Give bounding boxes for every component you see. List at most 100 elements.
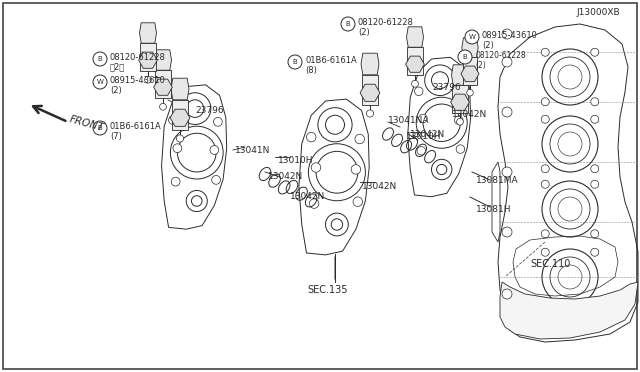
- Text: 13081H: 13081H: [476, 205, 511, 214]
- Circle shape: [591, 248, 599, 256]
- Text: SEC.135: SEC.135: [308, 285, 348, 295]
- Circle shape: [502, 57, 512, 67]
- PathPatch shape: [462, 38, 478, 57]
- Circle shape: [541, 165, 549, 173]
- Circle shape: [591, 230, 599, 238]
- Text: 08120-61228: 08120-61228: [358, 17, 414, 26]
- Circle shape: [591, 98, 599, 106]
- Circle shape: [591, 298, 599, 306]
- Circle shape: [417, 147, 426, 155]
- Text: B: B: [463, 54, 467, 60]
- Circle shape: [541, 230, 549, 238]
- PathPatch shape: [172, 100, 188, 129]
- Circle shape: [210, 145, 219, 154]
- PathPatch shape: [451, 65, 468, 85]
- Text: (2): (2): [110, 86, 122, 94]
- Text: W: W: [468, 34, 476, 40]
- Text: (2): (2): [482, 41, 493, 49]
- PathPatch shape: [156, 70, 171, 98]
- Text: 08915-43610: 08915-43610: [482, 31, 538, 39]
- Circle shape: [353, 197, 362, 206]
- PathPatch shape: [406, 27, 424, 47]
- Circle shape: [93, 52, 107, 66]
- Circle shape: [341, 17, 355, 31]
- Circle shape: [311, 163, 321, 172]
- Circle shape: [168, 116, 177, 125]
- Polygon shape: [461, 66, 479, 81]
- PathPatch shape: [452, 85, 468, 113]
- Circle shape: [93, 121, 107, 135]
- PathPatch shape: [154, 50, 172, 70]
- Circle shape: [415, 87, 423, 96]
- PathPatch shape: [140, 43, 156, 71]
- Circle shape: [159, 103, 166, 110]
- Circle shape: [366, 110, 374, 117]
- Text: 08915-43610: 08915-43610: [110, 76, 166, 84]
- Polygon shape: [139, 52, 157, 68]
- Text: 13010H: 13010H: [278, 155, 314, 164]
- Text: 〈2〉: 〈2〉: [110, 62, 125, 71]
- Circle shape: [177, 135, 184, 142]
- Text: 13041N: 13041N: [235, 145, 270, 154]
- Text: B: B: [346, 21, 350, 27]
- Circle shape: [456, 145, 465, 153]
- Circle shape: [307, 132, 316, 142]
- PathPatch shape: [362, 75, 378, 105]
- PathPatch shape: [500, 282, 638, 339]
- Circle shape: [591, 115, 599, 123]
- Circle shape: [502, 29, 512, 39]
- Text: 13041NA: 13041NA: [388, 115, 429, 125]
- Circle shape: [541, 298, 549, 306]
- Polygon shape: [154, 79, 172, 95]
- Circle shape: [173, 144, 182, 153]
- Text: 13010H: 13010H: [406, 131, 442, 141]
- Text: (7): (7): [110, 131, 122, 141]
- Text: 08120-61228: 08120-61228: [110, 52, 166, 61]
- Circle shape: [214, 118, 222, 126]
- Text: B: B: [98, 56, 102, 62]
- Circle shape: [309, 199, 319, 208]
- Circle shape: [541, 180, 549, 188]
- Text: (2): (2): [475, 61, 486, 70]
- Text: W: W: [97, 79, 104, 85]
- PathPatch shape: [361, 53, 379, 75]
- PathPatch shape: [463, 57, 477, 84]
- Circle shape: [355, 134, 364, 144]
- Circle shape: [541, 98, 549, 106]
- Text: (8): (8): [305, 65, 317, 74]
- Circle shape: [351, 165, 361, 174]
- PathPatch shape: [140, 23, 157, 43]
- Polygon shape: [406, 56, 424, 72]
- Circle shape: [502, 167, 512, 177]
- Circle shape: [591, 180, 599, 188]
- Text: 13042N: 13042N: [362, 182, 397, 190]
- Circle shape: [458, 50, 472, 64]
- Circle shape: [591, 48, 599, 56]
- PathPatch shape: [407, 47, 422, 75]
- Text: 13081MA: 13081MA: [476, 176, 518, 185]
- Text: B: B: [98, 125, 102, 131]
- Circle shape: [454, 116, 463, 125]
- Text: 13042N: 13042N: [268, 171, 303, 180]
- Circle shape: [172, 177, 180, 186]
- Text: B: B: [292, 59, 298, 65]
- Circle shape: [541, 48, 549, 56]
- Circle shape: [502, 289, 512, 299]
- Circle shape: [467, 89, 474, 96]
- Circle shape: [145, 76, 152, 83]
- Circle shape: [541, 248, 549, 256]
- Circle shape: [288, 55, 302, 69]
- Circle shape: [212, 176, 221, 184]
- Circle shape: [458, 89, 467, 97]
- Text: 23796: 23796: [432, 83, 461, 92]
- Text: 01B6-6161A: 01B6-6161A: [305, 55, 356, 64]
- Text: (2): (2): [358, 28, 370, 36]
- Circle shape: [456, 118, 463, 125]
- Circle shape: [502, 107, 512, 117]
- Text: 08120-61228: 08120-61228: [475, 51, 525, 60]
- Text: 01B6-6161A: 01B6-6161A: [110, 122, 162, 131]
- Circle shape: [541, 115, 549, 123]
- Circle shape: [502, 227, 512, 237]
- Text: J13000XB: J13000XB: [577, 7, 620, 16]
- Circle shape: [591, 165, 599, 173]
